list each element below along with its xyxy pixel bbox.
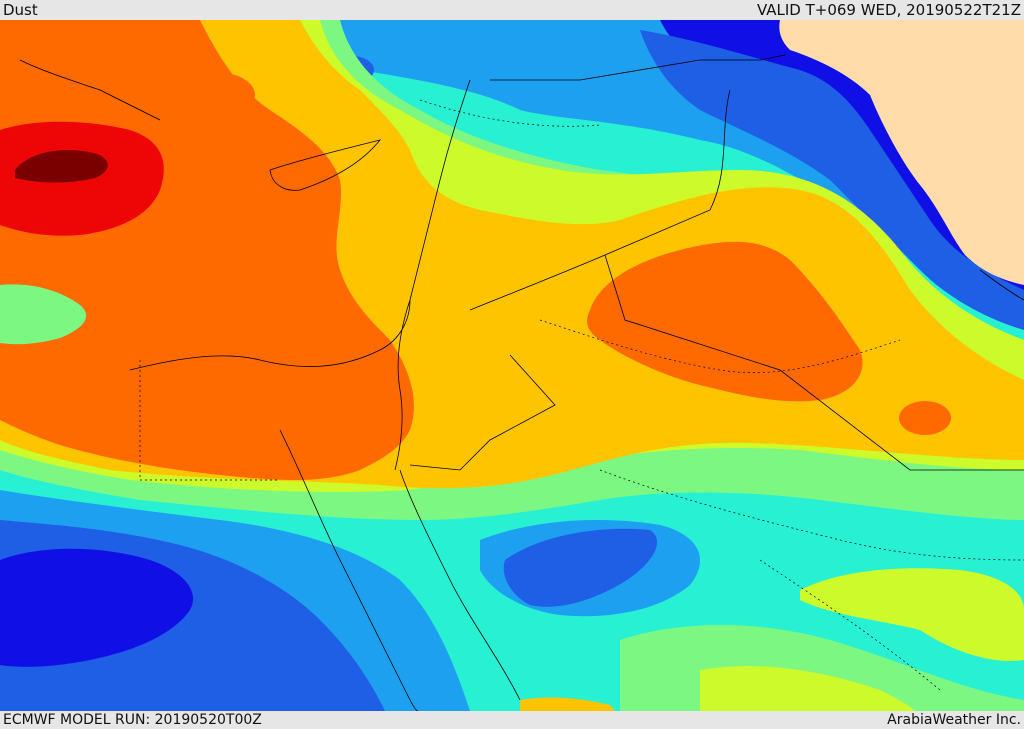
valid-time-label: VALID T+069 WED, 20190522T21Z [756,1,1021,19]
field-se-lime2 [700,666,915,711]
country-borders [19,54,1024,711]
border-saudi-jordan [409,354,556,471]
model-run-label: ECMWF MODEL RUN: 20190520T00Z [3,712,262,728]
dotted-border-1 [139,360,280,481]
field-orange-spot [899,401,951,435]
red-sea-west [279,429,419,711]
cyprus [269,139,382,191]
red-sea-east [399,469,521,701]
greece-coast [19,59,161,121]
border-jordan-iraq [469,254,1024,471]
header-bar: Dust VALID T+069 WED, 20190522T21Z [0,0,1024,20]
field-south-orange [520,697,615,711]
field-se-lime [800,568,1024,661]
field-orange-spot-2 [185,73,255,117]
land-mask [779,20,1024,285]
coastline-levant [394,79,471,471]
map-title: Dust [3,1,38,19]
border-syria-turkey [490,54,786,81]
coastline-egypt-north [129,299,411,371]
field-green-west [0,284,87,345]
field-orange-nw [0,20,64,95]
border-iraq-iran [604,89,731,256]
field-north-blue2 [640,30,1024,330]
field-south-darkblue [0,548,194,667]
dust-map [0,20,1024,711]
field-darkred-core [15,150,108,183]
field-se-blue [503,528,658,607]
dotted-border-5 [759,559,941,691]
credit-label: ArabiaWeather Inc. [887,712,1021,728]
footer-bar: ECMWF MODEL RUN: 20190520T00Z ArabiaWeat… [0,711,1024,729]
coastline-gulf [979,269,1024,301]
region-borders [139,99,1024,691]
dotted-border-2 [419,99,601,127]
field-orange-east [587,241,863,402]
